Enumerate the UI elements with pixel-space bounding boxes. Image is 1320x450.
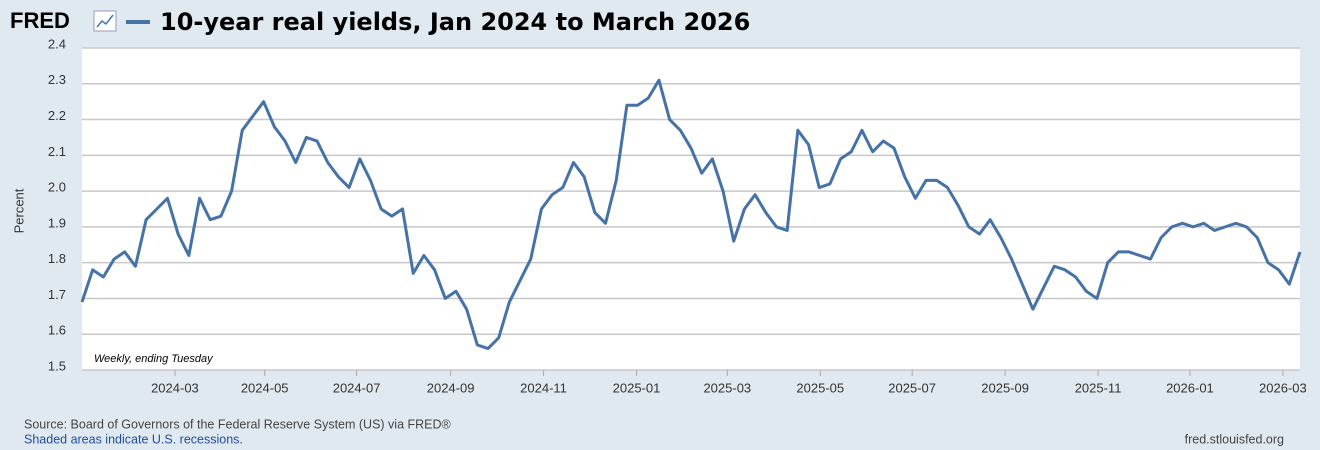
y-tick-label: 2.2 xyxy=(48,108,66,123)
y-tick-label: 2.0 xyxy=(48,180,66,195)
y-tick-label: 1.7 xyxy=(48,287,66,302)
y-tick-label: 1.9 xyxy=(48,215,66,230)
x-tick-label: 2024-05 xyxy=(241,380,289,395)
y-tick-label: 1.6 xyxy=(48,323,66,338)
legend-title: 10-year real yields, Jan 2024 to March 2… xyxy=(160,8,750,36)
plot-area xyxy=(82,48,1300,370)
y-axis-label: Percent xyxy=(11,188,26,233)
url: fred.stlouisfed.org xyxy=(1185,432,1284,446)
x-tick-label: 2024-07 xyxy=(333,380,381,395)
y-tick-label: 2.4 xyxy=(48,36,66,51)
x-tick-label: 2025-07 xyxy=(888,380,936,395)
x-tick-label: 2024-09 xyxy=(427,380,475,395)
x-tick-label: 2025-03 xyxy=(703,380,751,395)
y-tick-label: 2.3 xyxy=(48,72,66,87)
source: Source: Board of Governors of the Federa… xyxy=(24,417,452,431)
logo-icon xyxy=(93,10,117,32)
y-tick-label: 1.8 xyxy=(48,251,66,266)
x-tick-label: 2026-01 xyxy=(1166,380,1214,395)
x-tick-label: 2025-05 xyxy=(796,380,844,395)
recession-note: Shaded areas indicate U.S. recessions. xyxy=(24,432,243,446)
y-tick-label: 2.1 xyxy=(48,144,66,159)
annotation: Weekly, ending Tuesday xyxy=(94,353,214,365)
x-tick-label: 2025-01 xyxy=(613,380,661,395)
x-tick-label: 2025-11 xyxy=(1075,380,1122,395)
logo-icon-line xyxy=(96,14,114,28)
x-tick-label: 2024-03 xyxy=(151,380,199,395)
x-tick-label: 2024-11 xyxy=(520,380,567,395)
x-tick-label: 2025-09 xyxy=(981,380,1029,395)
y-tick-label: 1.5 xyxy=(48,358,66,373)
logo: FRED xyxy=(10,8,70,33)
series-line xyxy=(80,78,1302,351)
x-tick-label: 2026-03 xyxy=(1259,380,1307,395)
